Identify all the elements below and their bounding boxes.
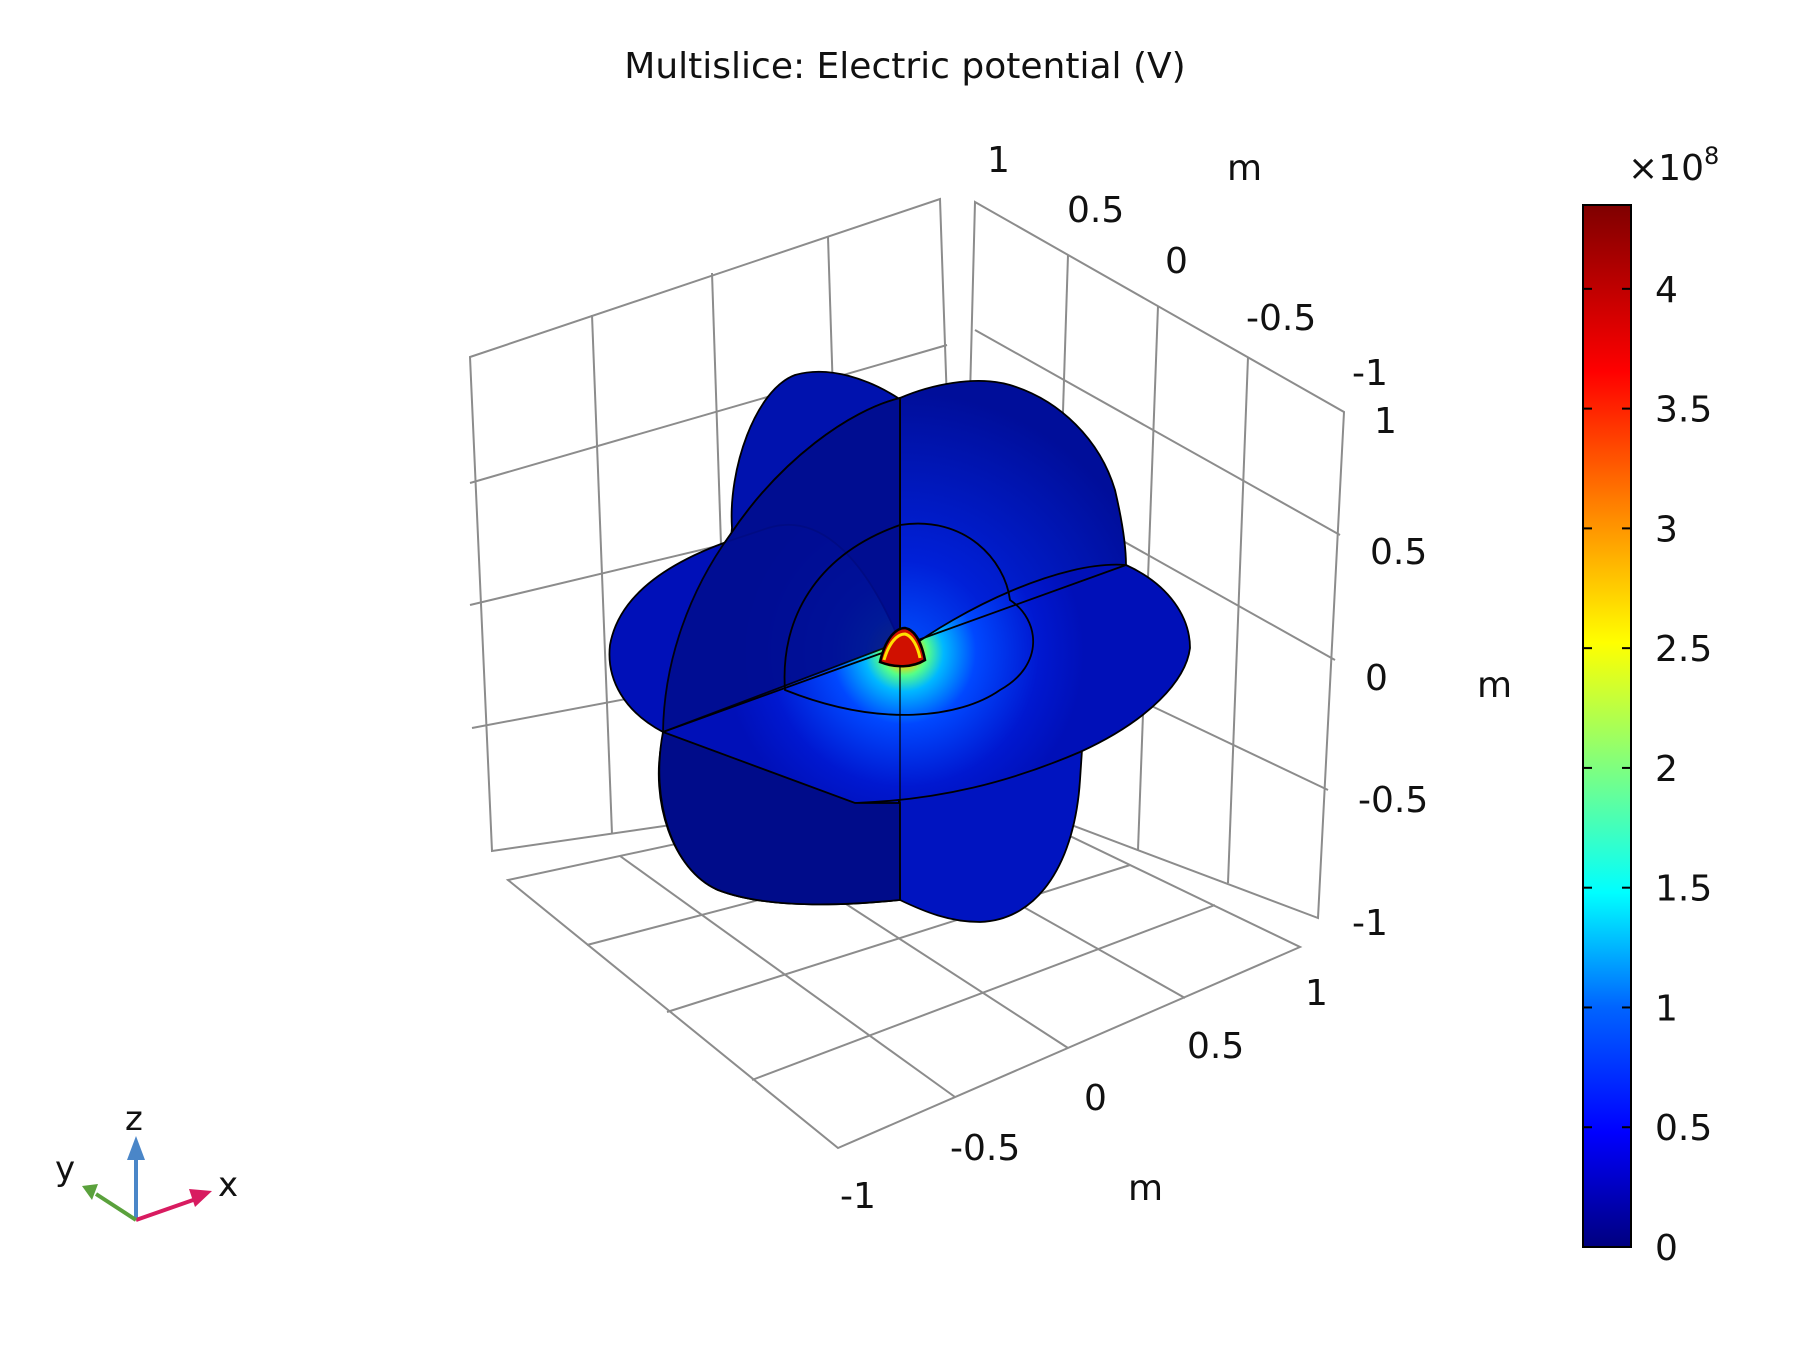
y-tick-label: 0.5 bbox=[1067, 190, 1124, 231]
colorbar-multiplier: ×108 bbox=[1628, 142, 1719, 189]
colorbar-tick-label: 3.5 bbox=[1655, 390, 1712, 431]
hot-core bbox=[878, 626, 927, 668]
triad-y-axis bbox=[94, 1192, 138, 1222]
axis-triad: z x y bbox=[55, 1099, 238, 1222]
colorbar-multiplier-base: ×10 bbox=[1628, 148, 1704, 189]
y-axis-label: m bbox=[1227, 148, 1262, 189]
colorbar-tick-label: 1 bbox=[1655, 988, 1678, 1029]
hot-core-ring bbox=[882, 632, 922, 661]
colorbar: 0 0.5 1 1.5 2 2.5 3 3.5 4 ×108 bbox=[1582, 142, 1719, 1269]
chart-title: Multislice: Electric potential (V) bbox=[624, 46, 1185, 87]
y-axis-ticks: 1 0.5 0 -0.5 -1 m bbox=[987, 140, 1388, 394]
z-axis-label: m bbox=[1477, 665, 1512, 706]
z-tick-label: -1 bbox=[1352, 903, 1388, 944]
slice-xz-upper bbox=[899, 380, 1127, 662]
triad-y-label: y bbox=[55, 1149, 75, 1189]
colorbar-tick-label: 2.5 bbox=[1655, 629, 1712, 670]
contour-line-outer bbox=[783, 522, 1035, 716]
y-tick-label: -0.5 bbox=[1246, 298, 1316, 339]
x-tick-label: 0 bbox=[1084, 1078, 1107, 1119]
z-axis-ticks: 1 0.5 0 -0.5 -1 m bbox=[1352, 401, 1512, 944]
y-tick-label: 0 bbox=[1165, 241, 1188, 282]
z-tick-label: 0.5 bbox=[1370, 532, 1427, 573]
triad-z-label: z bbox=[125, 1099, 143, 1139]
triad-y-arrowhead bbox=[82, 1184, 98, 1200]
slice-front-lower bbox=[658, 730, 901, 906]
z-tick-label: 0 bbox=[1365, 658, 1388, 699]
z-tick-label: -0.5 bbox=[1358, 780, 1428, 821]
multislice-surface bbox=[608, 370, 1191, 923]
colorbar-tick-label: 2 bbox=[1655, 749, 1678, 790]
triad-x-axis bbox=[135, 1197, 197, 1222]
colorbar-tick-label: 3 bbox=[1655, 509, 1678, 550]
colorbar-ticks: 0 0.5 1 1.5 2 2.5 3 3.5 4 bbox=[1583, 270, 1712, 1269]
colorbar-multiplier-exponent: 8 bbox=[1704, 142, 1719, 170]
colorbar-tick-label: 4 bbox=[1655, 270, 1678, 311]
colorbar-tick-label: 1.5 bbox=[1655, 869, 1712, 910]
x-axis-label: m bbox=[1128, 1168, 1163, 1209]
triad-z-arrowhead bbox=[127, 1136, 145, 1160]
x-axis-ticks: -1 -0.5 0 0.5 1 m bbox=[840, 973, 1328, 1217]
colorbar-tick-label: 0 bbox=[1655, 1228, 1678, 1269]
colorbar-tick-label: 0.5 bbox=[1655, 1108, 1712, 1149]
triad-x-arrowhead bbox=[189, 1189, 212, 1207]
x-tick-label: -0.5 bbox=[950, 1128, 1020, 1169]
slice-xz-front-left bbox=[662, 396, 901, 734]
x-tick-label: 0.5 bbox=[1187, 1026, 1244, 1067]
y-tick-label: 1 bbox=[987, 140, 1010, 181]
triad-x-label: x bbox=[218, 1165, 238, 1205]
colorbar-gradient bbox=[1582, 204, 1632, 1248]
x-tick-label: 1 bbox=[1305, 973, 1328, 1014]
y-tick-label: -1 bbox=[1352, 353, 1388, 394]
z-tick-label: 1 bbox=[1374, 401, 1397, 442]
x-tick-label: -1 bbox=[840, 1176, 876, 1217]
